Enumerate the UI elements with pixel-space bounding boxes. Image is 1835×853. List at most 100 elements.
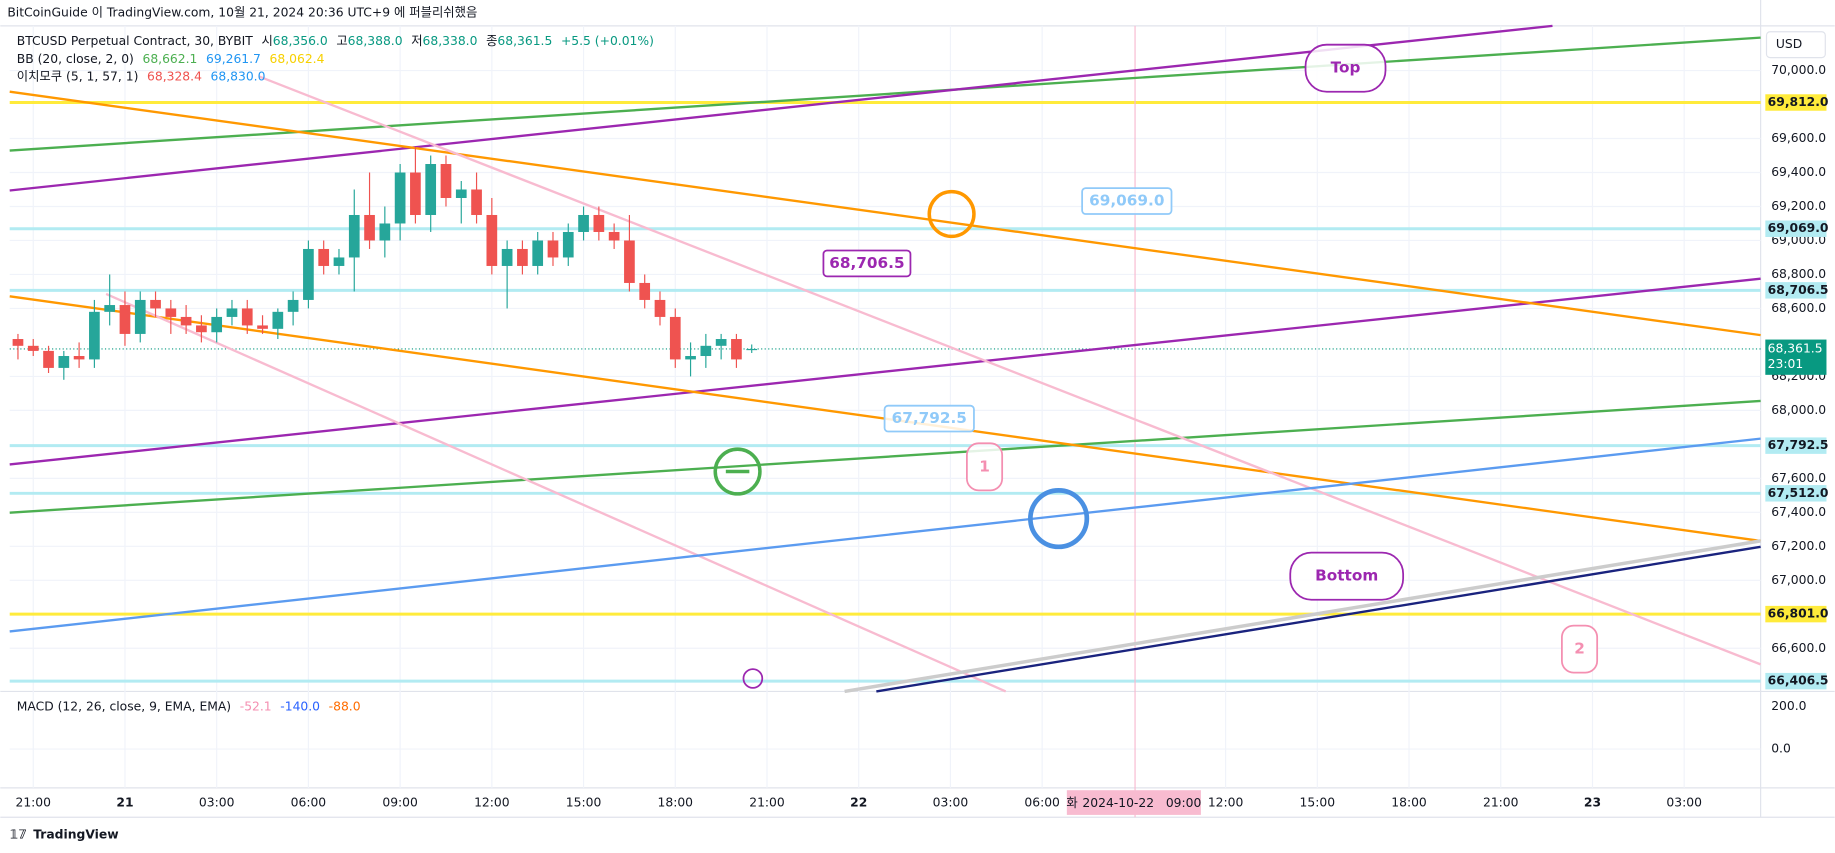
- candle-body: [486, 214, 498, 266]
- candle-body: [180, 316, 192, 326]
- trend-line: [105, 292, 1007, 693]
- candle-body: [134, 299, 146, 334]
- candle-body: [364, 214, 375, 241]
- x-tick-label: 18:00: [658, 796, 694, 810]
- level-label: 67,512.0: [1768, 486, 1829, 500]
- annotation-box: [1081, 187, 1173, 215]
- candle-body: [517, 248, 528, 266]
- candle-body: [410, 172, 421, 215]
- ichimoku-name: 이치모쿠 (5, 1, 57, 1): [17, 69, 139, 83]
- flash-icon: [742, 668, 764, 689]
- annotation-box: [966, 442, 1004, 492]
- annotation-box: [883, 404, 975, 433]
- macd-tick: 200.0: [1771, 699, 1806, 713]
- legend-ichimoku: 이치모쿠 (5, 1, 57, 1) 68,328.4 68,830.0: [17, 69, 266, 83]
- value: 69,261.7: [206, 51, 261, 65]
- x-tick-label: 21:00: [749, 796, 785, 810]
- candle-body: [608, 231, 620, 241]
- value: 68,356.0: [273, 34, 328, 48]
- last-price-label: 68,361.5: [1768, 341, 1823, 355]
- level-label-box: [1765, 94, 1827, 111]
- candle-body: [471, 189, 482, 215]
- candle-body: [196, 325, 207, 333]
- candle-body: [685, 356, 696, 360]
- candle-body: [547, 240, 559, 258]
- level-label-box: [1765, 605, 1827, 623]
- value: 68,328.4: [147, 69, 202, 83]
- candle-body: [639, 282, 651, 300]
- label: 고: [336, 34, 347, 48]
- macd-tick: 0.0: [1771, 742, 1791, 756]
- candle-body: [654, 299, 666, 317]
- value: -88.0: [329, 699, 361, 713]
- candle-body: [425, 164, 437, 215]
- cursor-time-box: [1066, 790, 1201, 815]
- level-label-box: [1765, 220, 1827, 237]
- label: 종: [486, 34, 497, 48]
- y-tick-label: 67,400.0: [1771, 505, 1826, 519]
- candle-body: [348, 214, 360, 258]
- candle-body: [211, 316, 223, 333]
- symbol: BTCUSD Perpetual Contract, 30, BYBIT: [17, 34, 254, 48]
- trend-line: [9, 90, 1761, 337]
- candle-body: [27, 345, 39, 351]
- trend-line: [9, 437, 1761, 633]
- labels: BitCoinGuide 이 TradingView.com, 10월 21, …: [7, 4, 1828, 841]
- x-tick-label: 23: [1584, 796, 1601, 810]
- cursor-time-label: 2024-10-22: [1082, 796, 1154, 810]
- y-tick-label: 67,000.0: [1771, 573, 1826, 587]
- x-tick-label: 15:00: [566, 796, 602, 810]
- candle-body: [593, 214, 605, 232]
- y-tick-label: 67,200.0: [1771, 539, 1826, 553]
- annotation: 69,069.0: [1089, 192, 1164, 210]
- candle-body: [746, 348, 758, 351]
- candle-body: [89, 311, 100, 360]
- source: BitCoinGuide 이 TradingView.com, 10월 21, …: [7, 4, 477, 19]
- annotation-box: [822, 249, 912, 278]
- annotation-box: [1304, 43, 1387, 93]
- value: -140.0: [280, 699, 320, 713]
- y-tick-label: 66,600.0: [1771, 641, 1826, 655]
- candle-body: [669, 316, 681, 360]
- last-price-box: [1765, 339, 1827, 375]
- currency-box[interactable]: [1765, 31, 1826, 59]
- legend-bb: BB (20, close, 2, 0) 68,662.1 69,261.7 6…: [17, 51, 325, 65]
- candle-body: [715, 339, 727, 346]
- level-label-box: [1765, 485, 1827, 502]
- x-tick-label: 03:00: [1666, 796, 1702, 810]
- y-tick-label: 69,200.0: [1771, 199, 1826, 213]
- level-label-box: [1765, 672, 1827, 690]
- brand: TradingView: [33, 827, 118, 841]
- x-tick-label: 22: [850, 796, 867, 810]
- trend-line: [9, 399, 1761, 514]
- candle-body: [455, 189, 467, 198]
- candle-body: [104, 305, 116, 312]
- legend-symbol: BTCUSD Perpetual Contract, 30, BYBIT 시68…: [17, 34, 654, 48]
- drawings: [9, 24, 1762, 818]
- trend-line: [9, 24, 1553, 192]
- candle-body: [119, 305, 131, 334]
- value: -52.1: [240, 699, 272, 713]
- value: 68,662.1: [142, 51, 197, 65]
- x-tick-label: 06:00: [1024, 796, 1060, 810]
- level-label: 69,069.0: [1768, 221, 1829, 235]
- y-tick-label: 69,400.0: [1771, 165, 1826, 179]
- candle-body: [12, 339, 24, 346]
- level-label: 66,406.5: [1768, 674, 1829, 688]
- candle-body: [43, 350, 54, 368]
- grid: [0, 0, 1835, 818]
- countdown: 23:01: [1768, 357, 1804, 371]
- x-tick-label: 21:00: [1483, 796, 1519, 810]
- x-tick-label: 09:00: [382, 796, 418, 810]
- x-tick-label: 18:00: [1391, 796, 1427, 810]
- change: +5.5 (+0.01%): [561, 34, 654, 48]
- candle-body: [578, 214, 589, 232]
- candle-body: [501, 248, 513, 266]
- x-tick-label: 03:00: [933, 796, 969, 810]
- currency[interactable]: USD: [1776, 37, 1802, 51]
- candle-body: [272, 311, 284, 329]
- level-label: 67,792.5: [1768, 438, 1829, 452]
- value: 68,388.0: [348, 34, 403, 48]
- annotation: Top: [1331, 59, 1361, 77]
